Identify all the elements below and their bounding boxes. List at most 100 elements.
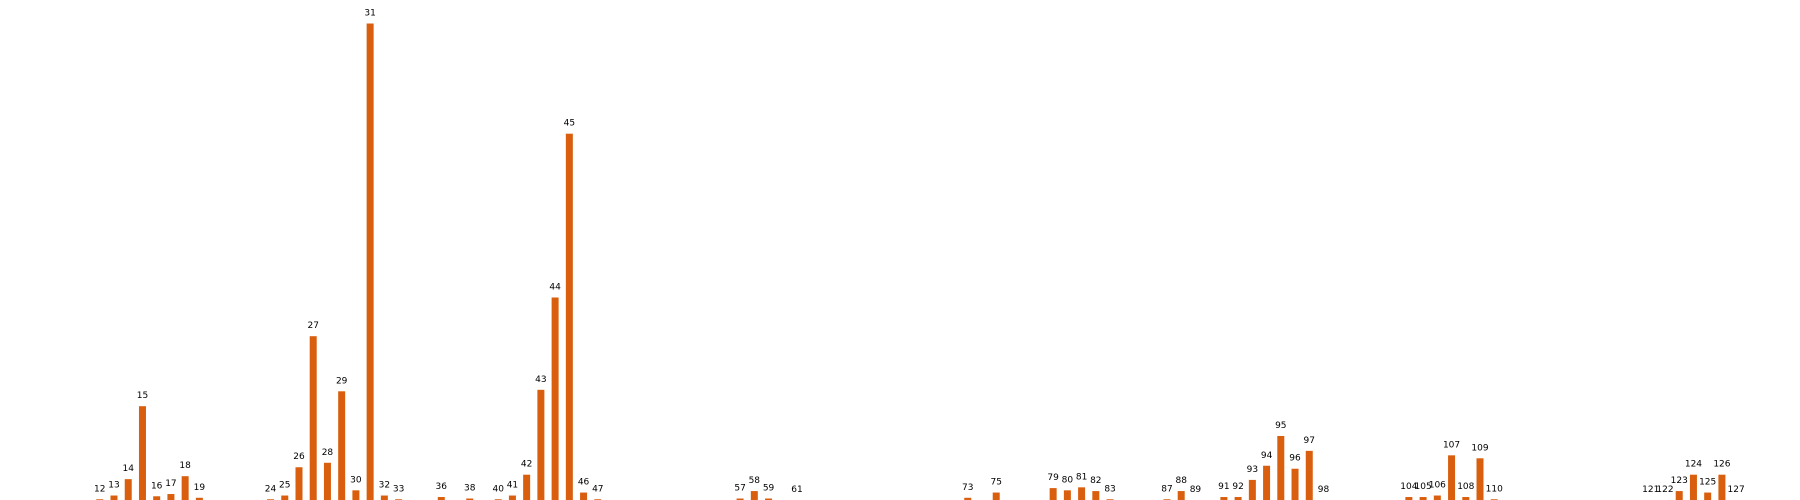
bar-label-82: 82: [1090, 476, 1101, 486]
bar-58: [750, 491, 758, 500]
bar-label-92: 92: [1232, 482, 1243, 492]
bar-label-36: 36: [436, 482, 448, 492]
bar-label-79: 79: [1047, 473, 1059, 483]
bar-95: [1277, 435, 1285, 500]
bar-label-61: 61: [791, 485, 802, 495]
bar-96: [1291, 468, 1299, 500]
bar-label-14: 14: [123, 464, 135, 474]
bar-label-16: 16: [151, 481, 163, 491]
bar-label-88: 88: [1175, 476, 1187, 486]
bar-125: [1704, 492, 1712, 500]
bar-label-41: 41: [507, 481, 518, 491]
bar-label-121: 121: [1642, 485, 1659, 495]
bar-27: [309, 336, 317, 500]
bar-label-46: 46: [578, 478, 590, 488]
bar-label-104: 104: [1400, 482, 1417, 492]
bar-label-126: 126: [1713, 460, 1730, 470]
bar-75: [992, 492, 1000, 500]
bar-label-89: 89: [1190, 485, 1202, 495]
bar-13: [110, 495, 118, 500]
bar-label-91: 91: [1218, 482, 1229, 492]
bar-label-19: 19: [194, 483, 206, 493]
bar-label-94: 94: [1261, 451, 1273, 461]
bar-label-28: 28: [322, 448, 334, 458]
bar-18: [181, 476, 189, 500]
bar-80: [1063, 490, 1071, 500]
bar-19: [195, 497, 203, 500]
bar-15: [138, 406, 146, 500]
bar-label-33: 33: [393, 484, 404, 494]
bar-106: [1433, 495, 1441, 500]
bar-label-45: 45: [564, 119, 575, 129]
bar-30: [352, 490, 360, 500]
bar-44: [551, 297, 559, 500]
bar-25: [281, 495, 289, 500]
bar-label-110: 110: [1486, 484, 1503, 494]
bar-label-59: 59: [763, 484, 775, 494]
bar-label-24: 24: [265, 484, 277, 494]
bar-105: [1419, 497, 1427, 500]
bar-label-47: 47: [592, 484, 603, 494]
bar-label-32: 32: [379, 481, 390, 491]
bar-43: [537, 389, 545, 500]
bar-label-40: 40: [492, 484, 504, 494]
bar-28: [323, 462, 331, 500]
bar-32: [380, 495, 388, 500]
bar-label-30: 30: [350, 475, 362, 485]
bar-label-108: 108: [1457, 482, 1474, 492]
bar-label-97: 97: [1304, 436, 1315, 446]
bar-17: [167, 494, 175, 500]
bar-label-98: 98: [1318, 485, 1330, 495]
bar-45: [565, 133, 573, 500]
bar-57: [736, 498, 744, 500]
bar-label-124: 124: [1685, 460, 1702, 470]
bar-label-95: 95: [1275, 421, 1286, 431]
bar-16: [153, 496, 161, 500]
bar-label-107: 107: [1443, 440, 1460, 450]
bar-label-27: 27: [307, 321, 318, 331]
bar-label-58: 58: [749, 476, 761, 486]
bar-81: [1078, 487, 1086, 500]
bar-94: [1263, 465, 1271, 500]
bar-label-109: 109: [1471, 443, 1488, 453]
bar-label-106: 106: [1429, 481, 1446, 491]
bar-label-127: 127: [1728, 485, 1745, 495]
bar-73: [964, 497, 972, 500]
bar-label-123: 123: [1671, 476, 1688, 486]
bar-14: [124, 479, 132, 500]
bar-label-105: 105: [1415, 482, 1432, 492]
bar-93: [1248, 479, 1256, 500]
bar-label-125: 125: [1699, 478, 1716, 488]
bar-26: [295, 467, 303, 500]
bar-91: [1220, 497, 1228, 500]
bar-label-83: 83: [1104, 484, 1115, 494]
bar-label-42: 42: [521, 460, 532, 470]
bar-104: [1405, 497, 1413, 500]
bar-label-96: 96: [1289, 454, 1301, 464]
bar-label-25: 25: [279, 481, 290, 491]
bar-82: [1092, 491, 1100, 500]
bar-label-44: 44: [549, 282, 561, 292]
bar-126: [1718, 474, 1726, 500]
bar-label-87: 87: [1161, 484, 1172, 494]
bar-31: [366, 23, 374, 500]
bar-label-81: 81: [1076, 472, 1087, 482]
bar-108: [1462, 497, 1470, 500]
bar-79: [1049, 488, 1057, 500]
bar-label-80: 80: [1062, 475, 1074, 485]
bar-42: [523, 474, 531, 500]
bar-label-15: 15: [137, 391, 148, 401]
bar-group: [96, 23, 1726, 500]
bar-41: [508, 495, 516, 500]
bar-label-12: 12: [94, 484, 105, 494]
bar-label-122: 122: [1656, 485, 1673, 495]
bar-label-29: 29: [336, 376, 348, 386]
bar-label-73: 73: [962, 483, 973, 493]
bar-label-43: 43: [535, 375, 546, 385]
bar-88: [1177, 491, 1185, 500]
bar-46: [580, 492, 588, 500]
bar-29: [338, 391, 346, 500]
bar-label-31: 31: [364, 9, 375, 19]
